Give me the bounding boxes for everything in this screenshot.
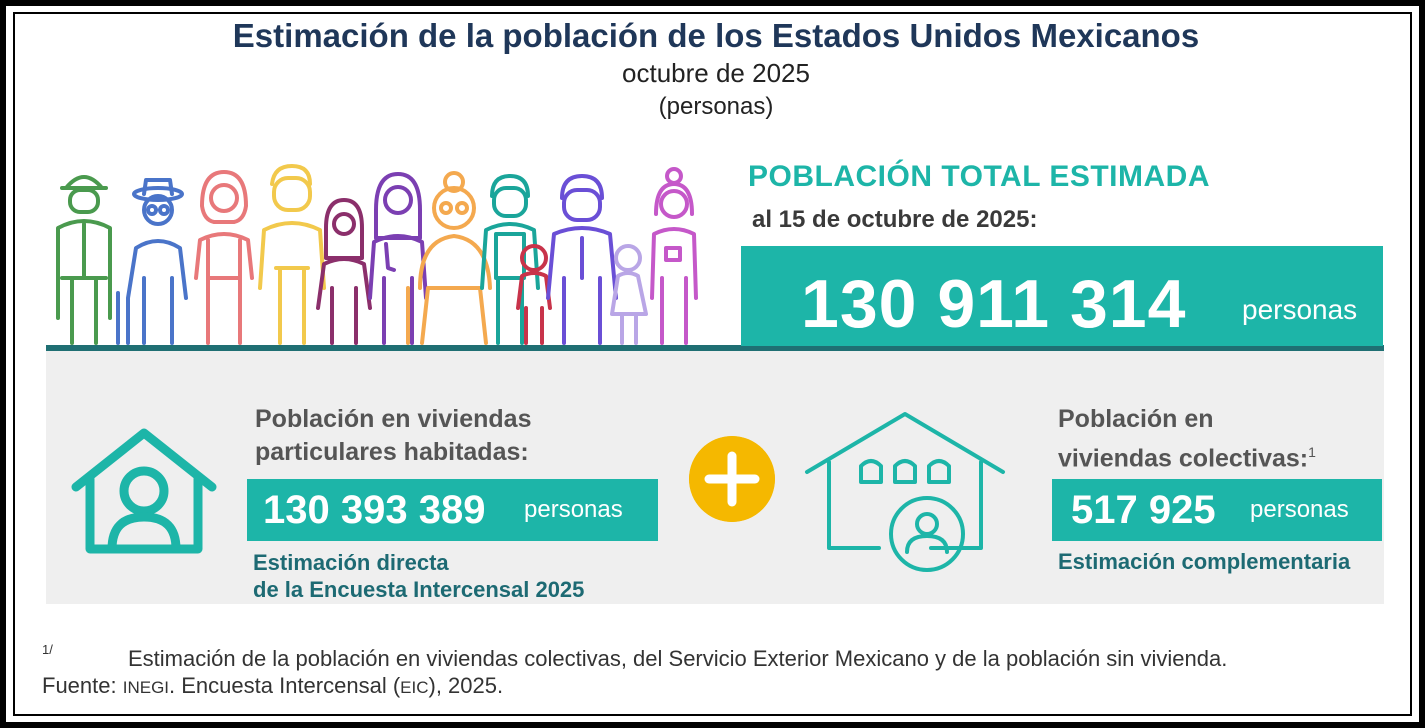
- plus-icon: [689, 436, 775, 522]
- total-heading: POBLACIÓN TOTAL ESTIMADA: [748, 160, 1210, 193]
- footnote-ref: 1: [1308, 444, 1316, 460]
- particulares-note: Estimación directa de la Encuesta Interc…: [253, 550, 585, 602]
- total-box: [741, 246, 1383, 346]
- particulares-value: 130 393 389: [263, 488, 486, 532]
- total-date: al 15 de octubre de 2025:: [752, 206, 1038, 233]
- colectivas-value: 517 925: [1071, 488, 1216, 532]
- colectivas-box: [1052, 479, 1382, 541]
- colectivas-note: Estimación complementaria: [1058, 549, 1351, 574]
- divider-line: [46, 345, 1384, 351]
- page-subtitle: octubre de 2025: [622, 58, 810, 88]
- footnote-text: Estimación de la población en viviendas …: [128, 646, 1228, 671]
- total-value: 130 911 314: [801, 266, 1187, 342]
- source-note: Fuente: INEGI. Encuesta Intercensal (EIC…: [42, 673, 504, 698]
- particulares-box: [247, 479, 658, 541]
- unit-label: (personas): [658, 93, 774, 120]
- collective-housing-icon: [805, 412, 1005, 572]
- home-person-icon: [71, 428, 217, 554]
- footnote-mark: 1/: [42, 642, 53, 657]
- total-unit: personas: [1242, 294, 1358, 325]
- page-title: Estimación de la población de los Estado…: [232, 17, 1200, 54]
- inner-frame: [13, 12, 1412, 716]
- colectivas-label: Población en viviendas colectivas:1: [1058, 405, 1316, 473]
- people-group-icon: [56, 164, 698, 345]
- particulares-label: Población en viviendas particulares habi…: [255, 405, 532, 466]
- colectivas-unit: personas: [1250, 496, 1349, 523]
- particulares-unit: personas: [524, 496, 623, 523]
